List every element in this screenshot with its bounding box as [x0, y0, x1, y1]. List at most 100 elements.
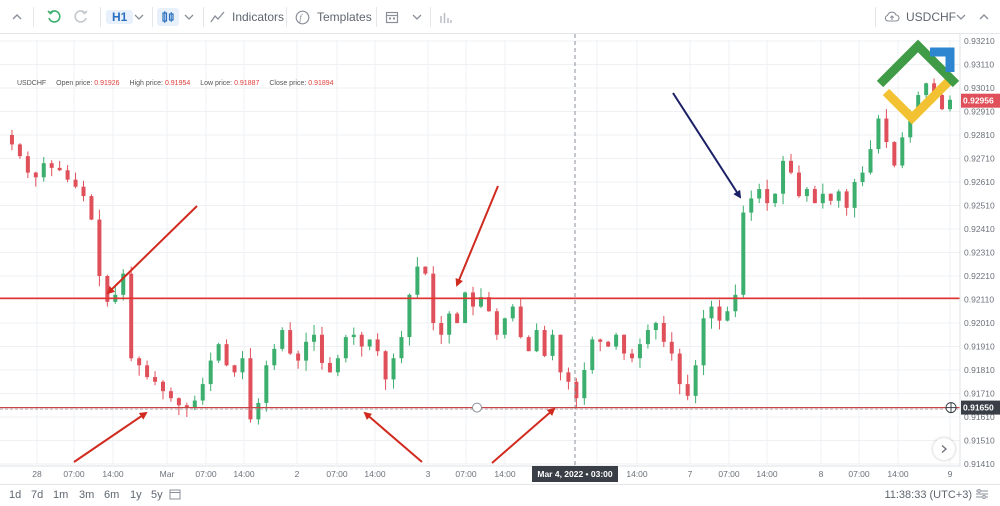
chart-settings-icon[interactable]: [975, 488, 989, 503]
candle-body: [343, 337, 348, 359]
support-line-handle[interactable]: [472, 402, 482, 413]
symbol-selector[interactable]: USDCHF: [884, 6, 956, 28]
candle-body: [160, 381, 165, 392]
collapse-chevron-icon[interactable]: [10, 6, 24, 28]
undo-icon[interactable]: [46, 6, 62, 28]
candle-body: [264, 365, 269, 403]
period-7d[interactable]: 7d: [31, 489, 44, 501]
chart-type-button[interactable]: [157, 6, 179, 28]
calendar-chevron-down-icon[interactable]: [411, 6, 423, 28]
y-tick-label: 0.91710: [964, 389, 995, 399]
candle-body: [423, 266, 428, 274]
period-3m[interactable]: 3m: [79, 489, 95, 501]
candle-body: [693, 365, 698, 396]
candle-body: [860, 172, 865, 182]
candle-body: [447, 313, 452, 335]
price-chart[interactable]: 0.93210 0.93110 0.93010 0.92910 0.92810 0.927…: [0, 34, 1000, 484]
candle-body: [304, 341, 309, 361]
candle-body: [33, 172, 38, 178]
x-tick-label: 14:00: [626, 469, 648, 479]
period-1m[interactable]: 1m: [53, 489, 69, 501]
y-tick-label: 0.91510: [964, 436, 995, 446]
candle-body: [653, 323, 658, 331]
date-range-calendar-icon[interactable]: [169, 488, 181, 503]
candle-body: [717, 306, 722, 321]
calendar-icon[interactable]: [385, 6, 399, 28]
candle-body: [614, 334, 619, 347]
candle-body: [868, 149, 873, 173]
x-tick-label: 07:00: [63, 469, 85, 479]
candle-body: [542, 330, 547, 356]
candle-body: [749, 198, 754, 213]
y-tick-label: 0.92310: [964, 248, 995, 258]
x-tick-label: 14:00: [887, 469, 909, 479]
period-6m[interactable]: 6m: [104, 489, 120, 501]
chart-canvas[interactable]: 0.93210 0.93110 0.93010 0.92910 0.92810 0.927…: [0, 34, 1000, 484]
candle-body: [240, 358, 245, 373]
candle-body: [836, 191, 841, 201]
volume-bars-icon[interactable]: [439, 6, 453, 28]
templates-button[interactable]: f Templates: [295, 6, 372, 28]
candle-body: [932, 83, 937, 96]
indicators-label: Indicators: [232, 10, 285, 24]
candle-body: [256, 402, 261, 420]
candle-body: [725, 311, 730, 321]
candle-body: [41, 163, 46, 178]
candle-body: [232, 365, 237, 373]
candle-body: [812, 189, 817, 204]
indicators-button[interactable]: Indicators: [210, 6, 284, 28]
arrow-resistance-1: [106, 205, 198, 295]
timeframe-chevron-down-icon[interactable]: [133, 6, 145, 28]
chart-type-chevron-down-icon[interactable]: [183, 6, 195, 28]
candle-body: [176, 398, 181, 406]
candle-body: [502, 318, 507, 335]
candle-body: [383, 351, 388, 380]
candle-body: [765, 189, 770, 204]
x-tick-label: 14:00: [233, 469, 255, 479]
candle-body: [852, 182, 857, 208]
x-tick-label: 9: [948, 469, 953, 479]
templates-icon: f: [295, 10, 310, 24]
x-tick-label: 07:00: [455, 469, 477, 479]
current-price-tag: [961, 93, 1000, 108]
candle-body: [494, 311, 499, 335]
period-1y[interactable]: 1y: [130, 489, 142, 501]
support-price-tag: [961, 400, 1000, 415]
candle-body: [876, 118, 881, 150]
candle-body: [208, 360, 213, 385]
candle-body: [200, 384, 205, 401]
symbol-chevron-down-icon[interactable]: [955, 6, 967, 28]
y-tick-label: 0.92710: [964, 154, 995, 164]
candle-body: [606, 341, 611, 347]
y-tick-label: 0.92410: [964, 224, 995, 234]
candle-body: [828, 193, 833, 201]
candle-body: [280, 330, 285, 349]
candle-body: [224, 344, 229, 366]
candle-body: [296, 353, 301, 361]
candle-body: [757, 189, 762, 199]
candles-icon: [162, 11, 174, 23]
x-tick-label: 14:00: [102, 469, 124, 479]
candle-body: [804, 189, 809, 197]
candle-body: [65, 170, 70, 180]
candle-body: [940, 95, 945, 110]
candle-body: [288, 330, 293, 354]
redo-icon[interactable]: [73, 6, 89, 28]
candle-body: [661, 323, 666, 342]
x-tick-label: 7: [688, 469, 693, 479]
candle-body: [9, 135, 14, 145]
candle-body: [781, 160, 786, 194]
candle-body: [486, 297, 491, 312]
candle-body: [590, 339, 595, 370]
collapse-up-chevron-icon[interactable]: [977, 6, 991, 28]
x-tick-label: Mar: [160, 469, 175, 479]
y-tick-label: 0.91810: [964, 365, 995, 375]
timeframe-selector[interactable]: H1: [106, 6, 134, 28]
scroll-right-button[interactable]: [933, 438, 955, 460]
legend-open-label: Open price:: [56, 80, 93, 87]
legend-high-value: 0.91954: [164, 80, 191, 87]
legend-symbol: USDCHF: [17, 80, 47, 87]
period-1d[interactable]: 1d: [9, 489, 22, 501]
period-5y[interactable]: 5y: [151, 489, 163, 501]
candle-body: [526, 337, 531, 352]
